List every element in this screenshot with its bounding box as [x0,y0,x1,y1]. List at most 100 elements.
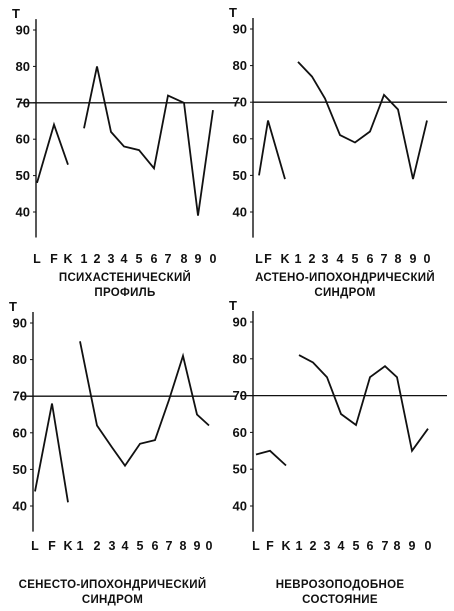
chart-3-clinical-scales-line [79,341,210,468]
chart-4-clinical-scales-line [298,354,429,453]
chart-1-x-tick-label-8: 8 [181,252,188,266]
chart-4-x-tick-label-F: F [266,539,274,553]
chart-1-x-tick-label-F: F [50,252,58,266]
chart-1-x-tick-label-0: 0 [210,252,217,266]
chart-4-x-tick-label-3: 3 [324,539,331,553]
panel-title-3: СЕНЕСТО-ИПОХОНДРИЧЕСКИЙ СИНДРОМ [5,578,220,608]
chart-4-x-tick-label-2: 2 [310,539,317,553]
panel-title-3-line-2: СИНДРОМ [81,594,144,606]
panel-title-1-line-2: ПРОФИЛЬ [94,287,156,299]
panel-title-2-line-1: АСТЕНО-ИПОХОНДРИЧЕСКИЙ [255,272,435,284]
chart-1-x-tick-label-K: K [63,252,72,266]
chart-4-x-tick-label-9: 9 [409,539,416,553]
chart-4-y-tick-label-90: 90 [233,315,247,330]
chart-2-y-tick-label-50: 50 [233,168,247,183]
chart-1-y-tick-label-90: 90 [16,23,30,38]
chart-4-y-tick-label-40: 40 [233,499,247,514]
chart-4-x-tick-label-1: 1 [296,539,303,553]
chart-4-validity-scales-line [255,449,287,467]
chart-2-y-axis-label: T [229,5,237,20]
chart-3-y-tick-label-90: 90 [13,316,27,331]
panel-title-2: АСТЕНО-ИПОХОНДРИЧЕСКИЙ СИНДРОМ [240,271,450,301]
chart-1-x-tick-label-L: L [33,252,41,266]
chart-2-x-tick-label-5: 5 [352,252,359,266]
chart-1-y-tick-label-60: 60 [16,132,30,147]
chart-2-y-tick-label-70: 70 [233,95,247,110]
chart-4-x-tick-label-L: L [252,539,260,553]
chart-3-x-tick-label-8: 8 [180,539,187,553]
chart-3-x-tick-label-1: 1 [77,539,84,553]
chart-2-x-tick-label-6: 6 [367,252,374,266]
chart-1-y-tick-label-80: 80 [16,59,30,74]
chart-1-y-tick-label-40: 40 [16,205,30,220]
chart-2-x-tick-label-4: 4 [337,252,344,266]
chart-3-y-axis-label: T [9,299,17,314]
chart-3-x-tick-label-F: F [48,539,56,553]
chart-2-validity-scales-line [258,120,286,180]
panel-title-4-line-1: НЕВРОЗОПОДОБНОЕ [275,579,405,591]
chart-2-y-tick-label-40: 40 [233,205,247,220]
chart-2-x-tick-label-2: 2 [309,252,316,266]
chart-4-y-tick-label-70: 70 [233,388,247,403]
chart-1-clinical-scales-line [83,66,214,216]
chart-1-y-axis-label: T [12,6,20,21]
chart-4-x-tick-label-8: 8 [394,539,401,553]
panel-title-1-line-1: ПСИХАСТЕНИЧЕСКИЙ [58,272,192,284]
chart-4-x-tick-label-0: 0 [425,539,432,553]
chart-3-x-tick-label-4: 4 [122,539,129,553]
chart-2-x-tick-label-7: 7 [381,252,388,266]
chart-4-y-axis-label: T [229,298,237,313]
chart-2-x-tick-label-1: 1 [295,252,302,266]
chart-1-x-tick-label-6: 6 [151,252,158,266]
chart-3-y-tick-label-70: 70 [13,389,27,404]
chart-3-x-tick-label-7: 7 [166,539,173,553]
panel-title-1: ПСИХАСТЕНИЧЕСКИЙ ПРОФИЛЬ [20,271,230,301]
chart-3-x-tick-label-K: K [63,539,72,553]
panel-title-4-line-2: СОСТОЯНИЕ [302,594,378,606]
chart-2-y-tick-label-90: 90 [233,22,247,37]
chart-2-y-tick-label-80: 80 [233,58,247,73]
panel-title-4: НЕВРОЗОПОДОБНОЕ СОСТОЯНИЕ [235,578,445,608]
panel-title-2-line-2: СИНДРОМ [314,287,376,299]
chart-4-x-tick-label-K: K [281,539,290,553]
chart-4-x-tick-label-5: 5 [353,539,360,553]
chart-1-x-tick-label-2: 2 [94,252,101,266]
chart-2-x-tick-label-0: 0 [424,252,431,266]
chart-3-y-tick-label-80: 80 [13,352,27,367]
chart-1-y-tick-label-50: 50 [16,168,30,183]
chart-3-x-tick-label-2: 2 [94,539,101,553]
chart-4-y-tick-label-50: 50 [233,462,247,477]
chart-2-x-tick-label-9: 9 [410,252,417,266]
chart-2-clinical-scales-line [297,61,428,180]
chart-2-y-tick-label-60: 60 [233,131,247,146]
chart-2-x-tick-label-3: 3 [322,252,329,266]
chart-4-x-tick-label-6: 6 [367,539,374,553]
chart-1-x-tick-label-4: 4 [121,252,128,266]
chart-2-x-tick-label-F: F [264,252,272,266]
chart-1-x-tick-label-5: 5 [136,252,143,266]
chart-3-x-tick-label-L: L [31,539,39,553]
chart-4-x-tick-label-4: 4 [338,539,345,553]
chart-1-x-tick-label-9: 9 [195,252,202,266]
chart-3-x-tick-label-6: 6 [152,539,159,553]
chart-3-x-tick-label-9: 9 [194,539,201,553]
chart-3-y-tick-label-50: 50 [13,462,27,477]
chart-1-x-tick-label-3: 3 [108,252,115,266]
chart-3-x-tick-label-5: 5 [137,539,144,553]
chart-3-x-tick-label-0: 0 [206,539,213,553]
chart-4-y-tick-label-60: 60 [233,425,247,440]
chart-3-y-tick-label-40: 40 [13,499,27,514]
chart-2-x-tick-label-L: L [255,252,263,266]
chart-3-validity-scales-line [34,403,69,503]
panel-title-3-line-1: СЕНЕСТО-ИПОХОНДРИЧЕСКИЙ [18,579,207,591]
chart-1-x-tick-label-1: 1 [81,252,88,266]
chart-2-x-tick-label-8: 8 [395,252,402,266]
chart-3-y-tick-label-60: 60 [13,425,27,440]
chart-2-x-tick-label-K: K [280,252,289,266]
chart-4-x-tick-label-7: 7 [382,539,389,553]
chart-1-validity-scales-line [36,121,69,184]
chart-3-x-tick-label-3: 3 [109,539,116,553]
chart-1-x-tick-label-7: 7 [165,252,172,266]
chart-4-y-tick-label-80: 80 [233,351,247,366]
